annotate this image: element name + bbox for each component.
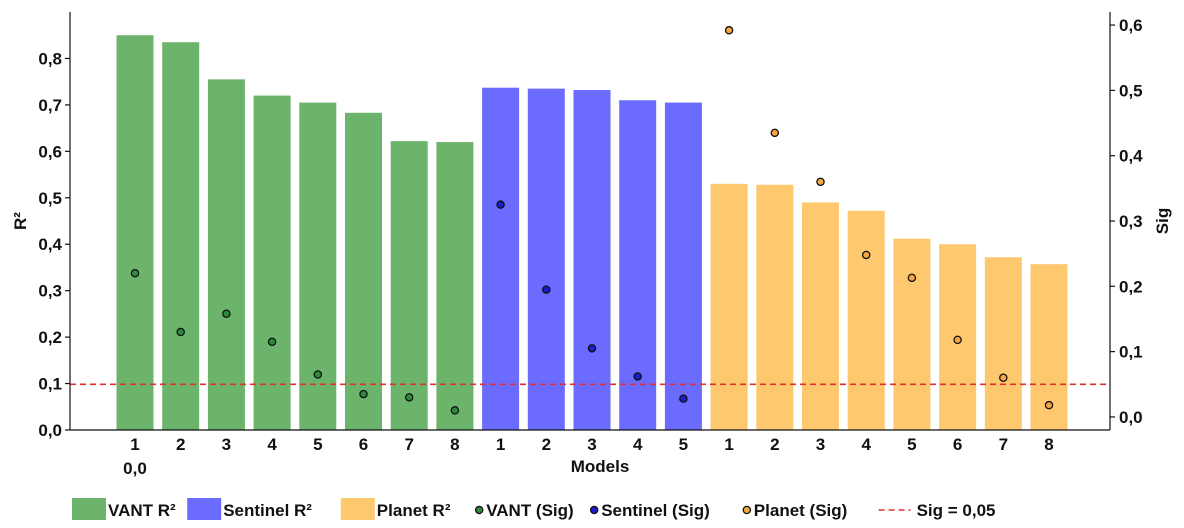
x-tick-label: 5 <box>907 435 916 454</box>
bar <box>527 88 565 430</box>
sig-point <box>450 406 460 415</box>
sig-point <box>496 200 505 209</box>
x-tick-label: 7 <box>404 435 413 454</box>
x-tick-label: 3 <box>816 435 825 454</box>
sig-point <box>267 337 277 347</box>
legend-label: VANT R² <box>108 501 176 520</box>
x-tick-label: 3 <box>587 435 596 454</box>
sig-point <box>176 327 185 337</box>
legend-swatch <box>340 498 375 520</box>
bar <box>664 102 702 431</box>
x-tick-label: 5 <box>679 435 688 454</box>
legend-marker <box>474 505 484 515</box>
sig-point <box>724 26 734 35</box>
x-tick-label: 4 <box>267 435 277 454</box>
left-tick-label: 0,3 <box>38 282 62 301</box>
right-tick-label: 0,4 <box>1119 147 1143 166</box>
sig-point <box>999 373 1008 382</box>
bar <box>893 238 931 430</box>
x-tick-label: 1 <box>130 435 139 454</box>
left-tick-label: 0,8 <box>38 49 62 68</box>
right-tick-label: 0,5 <box>1119 81 1143 100</box>
left-tick-label: 0,2 <box>38 328 62 347</box>
x-tick-label: 1 <box>724 435 733 454</box>
sig-point <box>907 273 917 283</box>
bar <box>756 184 794 430</box>
x-tick-label: 1 <box>496 435 505 454</box>
right-tick-label: 0,3 <box>1119 212 1143 231</box>
sig-point <box>1044 400 1054 410</box>
sig-point <box>587 344 597 353</box>
x-tick-label: 8 <box>450 435 459 454</box>
right-tick-label: 0,6 <box>1119 16 1143 35</box>
legend-swatch <box>187 498 222 520</box>
sig-point <box>816 177 825 187</box>
bar <box>482 87 520 431</box>
bar <box>436 142 474 431</box>
sig-point <box>222 309 231 318</box>
bar <box>573 90 611 430</box>
bar <box>847 210 885 430</box>
x-tick-label: 4 <box>633 435 643 454</box>
sig-point <box>953 335 962 345</box>
left-tick-label: 0,7 <box>38 96 62 115</box>
left-tick-label: 0,1 <box>38 375 62 394</box>
x-origin-label: 0,0 <box>123 459 147 478</box>
bar <box>802 202 839 430</box>
x-tick-label: 3 <box>222 435 231 454</box>
right-tick-label: 0,2 <box>1119 277 1143 296</box>
left-tick-label: 0,4 <box>38 235 62 254</box>
x-tick-label: 2 <box>770 435 779 454</box>
right-tick-label: 0,1 <box>1119 343 1143 362</box>
sig-point <box>542 285 551 294</box>
x-tick-label: 2 <box>176 435 185 454</box>
bar <box>299 102 337 431</box>
right-axis-title: Sig <box>1153 208 1172 234</box>
x-tick-label: 5 <box>313 435 322 454</box>
left-axis-title: R² <box>11 212 30 230</box>
legend-label: Planet R² <box>377 501 451 520</box>
legend-label: VANT (Sig) <box>486 501 574 520</box>
sig-point <box>633 372 642 381</box>
x-tick-label: 6 <box>359 435 368 454</box>
x-axis-title: Models <box>571 457 630 476</box>
legend-label: Sentinel R² <box>223 501 312 520</box>
x-tick-label: 6 <box>953 435 962 454</box>
bar <box>253 95 291 430</box>
sig-point <box>313 370 323 379</box>
legend-marker <box>589 505 599 515</box>
sig-point <box>404 393 414 402</box>
legend-label: Sig = 0,05 <box>917 501 996 520</box>
x-tick-label: 2 <box>542 435 551 454</box>
bar <box>710 183 748 430</box>
bar <box>207 79 245 430</box>
sig-point <box>861 250 871 260</box>
sig-point <box>679 394 688 403</box>
bar <box>345 112 382 430</box>
legend-label: Sentinel (Sig) <box>601 501 710 520</box>
left-tick-label: 0,0 <box>38 421 62 440</box>
bar <box>116 35 154 430</box>
legend-label: Planet (Sig) <box>754 501 848 520</box>
bar <box>162 42 200 430</box>
bar <box>984 257 1022 430</box>
x-tick-label: 4 <box>861 435 871 454</box>
sig-point <box>359 389 368 399</box>
left-tick-label: 0,5 <box>38 189 62 208</box>
left-tick-label: 0,6 <box>38 142 62 161</box>
bar <box>390 141 428 431</box>
sig-point <box>770 128 780 138</box>
sig-point <box>130 268 140 278</box>
legend-swatch <box>72 498 106 520</box>
x-tick-label: 8 <box>1044 435 1053 454</box>
legend-marker <box>742 505 752 515</box>
x-tick-label: 7 <box>999 435 1008 454</box>
right-tick-label: 0,0 <box>1119 408 1143 427</box>
